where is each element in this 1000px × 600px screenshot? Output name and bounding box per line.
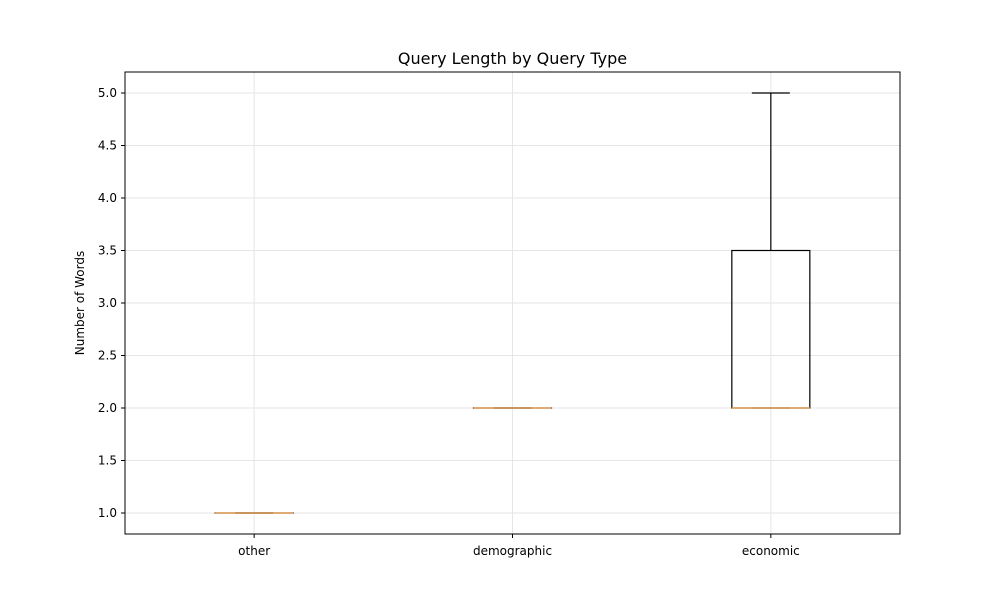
y-tick-label: 3.5 [98,244,117,258]
grid-layer [125,72,900,534]
y-tick-label: 4.5 [98,139,117,153]
chart-title: Query Length by Query Type [398,49,627,68]
box-layer [214,92,811,514]
y-tick-label: 2.5 [98,349,117,363]
y-axis-label: Number of Words [73,251,87,356]
y-tick-label: 5.0 [98,86,117,100]
plot-frame [124,71,901,535]
tick-layer: 1.0 1.5 2.0 2.5 3.0 3.5 4.0 4.5 5.0 other demograp… [98,86,800,558]
x-tick-label-economic: economic [742,544,800,558]
y-tick-label: 1.5 [98,454,117,468]
y-tick-label: 4.0 [98,191,117,205]
y-tick-label: 3.0 [98,296,117,310]
x-tick-label-other: other [238,544,270,558]
box-economic [731,92,811,409]
y-tick-label: 2.0 [98,401,117,415]
y-tick-label: 1.0 [98,506,117,520]
x-tick-label-demographic: demographic [473,544,552,558]
